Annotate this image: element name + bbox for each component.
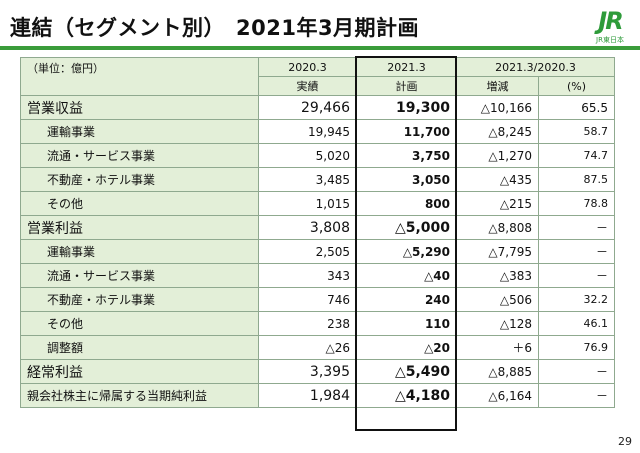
cell-diff: △1,270 — [456, 143, 539, 168]
cell-pct: － — [538, 383, 615, 408]
table-row: 流通・サービス事業 343 △40 △383 － — [20, 263, 615, 288]
cell-diff: △435 — [456, 167, 539, 192]
cell-actual: 746 — [258, 287, 357, 312]
subheader-diff: 増減 — [456, 76, 539, 96]
cell-pct: 32.2 — [538, 287, 615, 312]
page-title: 連結（セグメント別） 2021年3月期計画 — [10, 16, 420, 40]
cell-plan: 11,700 — [356, 119, 457, 144]
unit-label: （単位：億円） — [20, 57, 259, 96]
cell-plan: △5,490 — [356, 359, 457, 384]
cell-actual: 1,984 — [258, 383, 357, 408]
cell-plan: △5,000 — [356, 215, 457, 240]
logo-text: JR東日本 — [596, 36, 624, 44]
cell-pct: － — [538, 263, 615, 288]
jr-east-logo: JR JR東日本 — [585, 8, 635, 48]
cell-plan: 800 — [356, 191, 457, 216]
cell-plan: 240 — [356, 287, 457, 312]
cell-actual: 3,485 — [258, 167, 357, 192]
cell-plan: △40 — [356, 263, 457, 288]
table-row: その他 238 110 △128 46.1 — [20, 311, 615, 336]
subheader-plan: 計画 — [356, 76, 457, 96]
row-label: 調整額 — [20, 335, 259, 360]
row-label: 親会社株主に帰属する当期純利益 — [20, 383, 259, 408]
cell-diff: △215 — [456, 191, 539, 216]
cell-plan: 110 — [356, 311, 457, 336]
row-label: 運輸事業 — [20, 119, 259, 144]
table-row: 運輸事業 19,945 11,700 △8,245 58.7 — [20, 119, 615, 144]
cell-plan: △4,180 — [356, 383, 457, 408]
cell-pct: － — [538, 215, 615, 240]
subheader-actual: 実績 — [258, 76, 357, 96]
row-label: 運輸事業 — [20, 239, 259, 264]
row-label: 営業収益 — [20, 95, 259, 120]
cell-plan: 19,300 — [356, 95, 457, 120]
header-2020: 2020.3 — [258, 57, 357, 77]
cell-diff: △8,885 — [456, 359, 539, 384]
table-subheader-row: 実績 計画 増減 (%) — [21, 76, 615, 96]
row-label: 不動産・ホテル事業 — [20, 287, 259, 312]
cell-diff: ＋6 — [456, 335, 539, 360]
cell-pct: 58.7 — [538, 119, 615, 144]
cell-pct: 78.8 — [538, 191, 615, 216]
cell-diff: △10,166 — [456, 95, 539, 120]
header-2021: 2021.3 — [356, 57, 457, 77]
table-row: 不動産・ホテル事業 3,485 3,050 △435 87.5 — [20, 167, 615, 192]
row-label: 流通・サービス事業 — [20, 143, 259, 168]
cell-pct: 76.9 — [538, 335, 615, 360]
cell-plan: △20 — [356, 335, 457, 360]
cell-actual: 5,020 — [258, 143, 357, 168]
row-label: 経常利益 — [20, 359, 259, 384]
cell-pct: 74.7 — [538, 143, 615, 168]
subheader-pct: (%) — [538, 76, 615, 96]
cell-pct: 65.5 — [538, 95, 615, 120]
cell-pct: 46.1 — [538, 311, 615, 336]
cell-actual: △26 — [258, 335, 357, 360]
cell-pct: － — [538, 239, 615, 264]
cell-actual: 19,945 — [258, 119, 357, 144]
table-row: 調整額 △26 △20 ＋6 76.9 — [20, 335, 615, 360]
cell-diff: △383 — [456, 263, 539, 288]
page-number: 29 — [618, 435, 632, 448]
title-underline — [0, 46, 640, 50]
cell-diff: △506 — [456, 287, 539, 312]
cell-diff: △8,245 — [456, 119, 539, 144]
table-header-row: （単位：億円） 2020.3 2021.3 2021.3/2020.3 — [20, 57, 615, 96]
row-label: 不動産・ホテル事業 — [20, 167, 259, 192]
table-row: その他 1,015 800 △215 78.8 — [20, 191, 615, 216]
cell-diff: △128 — [456, 311, 539, 336]
cell-actual: 3,395 — [258, 359, 357, 384]
cell-diff: △7,795 — [456, 239, 539, 264]
cell-actual: 3,808 — [258, 215, 357, 240]
row-label: その他 — [20, 311, 259, 336]
cell-pct: 87.5 — [538, 167, 615, 192]
cell-actual: 343 — [258, 263, 357, 288]
cell-plan: 3,050 — [356, 167, 457, 192]
cell-actual: 29,466 — [258, 95, 357, 120]
segment-plan-table: （単位：億円） 2020.3 2021.3 2021.3/2020.3 実績 計… — [20, 57, 615, 408]
row-label: 営業利益 — [20, 215, 259, 240]
cell-diff: △8,808 — [456, 215, 539, 240]
table-row: 営業利益 3,808 △5,000 △8,808 － — [20, 215, 615, 240]
row-label: その他 — [20, 191, 259, 216]
table-row: 営業収益 29,466 19,300 △10,166 65.5 — [20, 95, 615, 120]
cell-diff: △6,164 — [456, 383, 539, 408]
cell-actual: 238 — [258, 311, 357, 336]
cell-actual: 1,015 — [258, 191, 357, 216]
table-row: 親会社株主に帰属する当期純利益 1,984 △4,180 △6,164 － — [20, 383, 615, 408]
logo-mark: JR — [598, 7, 623, 35]
table-row: 経常利益 3,395 △5,490 △8,885 － — [20, 359, 615, 384]
row-label: 流通・サービス事業 — [20, 263, 259, 288]
header-change: 2021.3/2020.3 — [456, 57, 615, 77]
table-row: 運輸事業 2,505 △5,290 △7,795 － — [20, 239, 615, 264]
table-row: 流通・サービス事業 5,020 3,750 △1,270 74.7 — [20, 143, 615, 168]
cell-pct: － — [538, 359, 615, 384]
table-row: 不動産・ホテル事業 746 240 △506 32.2 — [20, 287, 615, 312]
cell-plan: △5,290 — [356, 239, 457, 264]
cell-actual: 2,505 — [258, 239, 357, 264]
cell-plan: 3,750 — [356, 143, 457, 168]
